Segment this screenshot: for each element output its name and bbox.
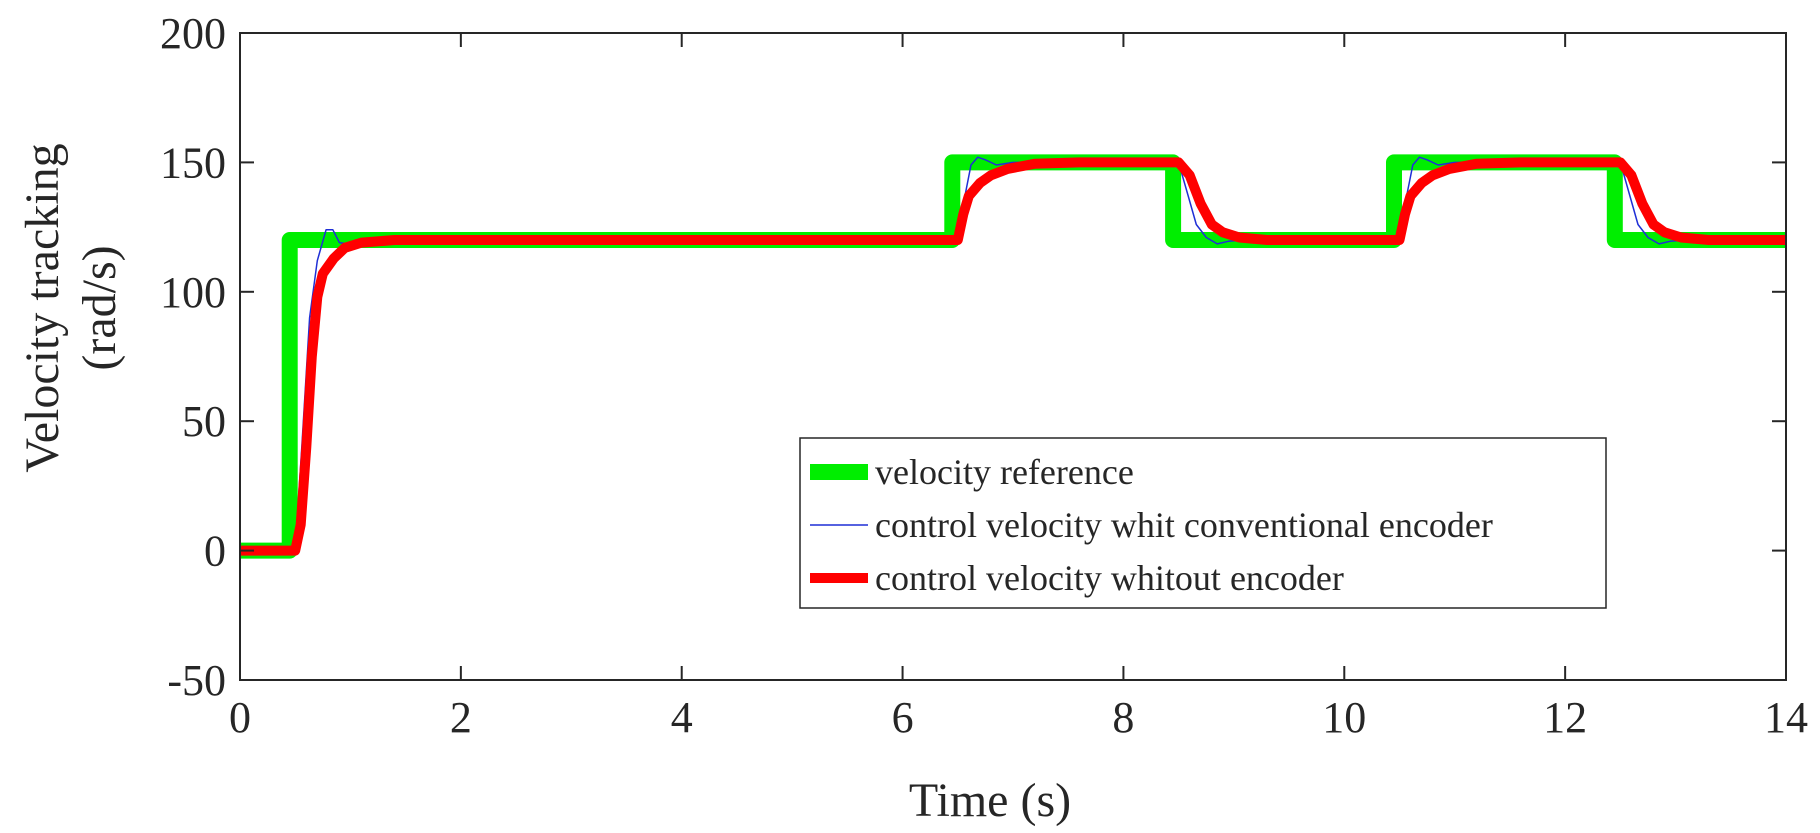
legend: velocity reference control velocity whit…: [799, 437, 1607, 609]
x-tick-label: 8: [1112, 693, 1134, 742]
series-line-3: [240, 157, 1786, 556]
series-line-1: [240, 154, 1786, 559]
x-tick-label: 4: [671, 693, 693, 742]
y-tick-label: 150: [160, 138, 226, 187]
x-tick-label: 12: [1543, 693, 1587, 742]
legend-label-control-velocity-without-encoder: control velocity whitout encoder: [875, 558, 1344, 598]
y-tick-label: 200: [160, 9, 226, 58]
y-axis-title-line2: (rad/s): [73, 245, 126, 370]
y-tick-label: 50: [182, 397, 226, 446]
axes-box: [239, 32, 1787, 681]
series-line-2: [240, 156, 1786, 552]
legend-label-control-velocity-conventional-encoder: control velocity whit conventional encod…: [875, 505, 1493, 545]
x-axis-title: Time (s): [909, 774, 1071, 827]
y-axis-title-line1: Velocity tracking: [16, 143, 69, 472]
x-tick-label: 0: [229, 693, 251, 742]
x-tick-label: 6: [892, 693, 914, 742]
x-tick-label: 14: [1764, 693, 1808, 742]
x-tick-label: 2: [450, 693, 472, 742]
y-tick-label: 0: [204, 527, 226, 576]
plot-lines: [240, 154, 1786, 559]
legend-box: [799, 437, 1607, 609]
y-axis-title: Velocity tracking (rad/s): [16, 143, 126, 472]
legend-label-velocity-reference: velocity reference: [875, 452, 1134, 492]
axis-ticks: [239, 32, 1787, 681]
y-tick-label: 100: [160, 268, 226, 317]
y-tick-label: -50: [167, 656, 226, 705]
x-tick-label: 10: [1322, 693, 1366, 742]
